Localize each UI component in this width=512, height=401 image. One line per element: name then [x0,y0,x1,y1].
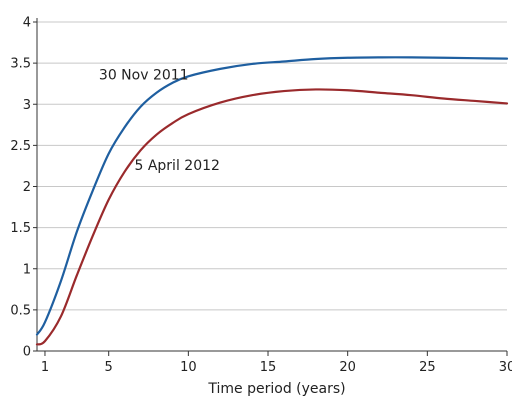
y-tick-label: 1.5 [10,221,31,236]
annotation-label-1: 30 Nov 2011 [99,68,189,84]
series-lines [35,56,509,346]
series-line-2 [35,88,509,346]
y-tick-label: 2 [23,180,31,195]
x-tick-label: 10 [180,360,197,375]
y-tick-label: 2.5 [10,139,31,154]
x-tick-label: 15 [260,360,277,375]
x-axis-title: Time period (years) [207,381,345,397]
y-tick-label: 4 [23,16,31,31]
y-tick-label: 1 [23,262,31,277]
x-tick-label: 20 [339,360,356,375]
y-tick-label: 3.5 [10,57,31,72]
x-tick-label: 1 [41,360,49,375]
axes [33,18,508,356]
x-tick-label: 30 [499,360,512,375]
x-tick-label: 25 [419,360,436,375]
y-tick-label: 3 [23,98,31,113]
series-line-1 [35,56,509,336]
gridlines [37,21,507,311]
x-tick-label: 5 [105,360,113,375]
y-tick-label: 0.5 [10,303,31,318]
annotation-label-2: 5 April 2012 [134,158,219,174]
y-tick-label: 0 [23,345,31,360]
